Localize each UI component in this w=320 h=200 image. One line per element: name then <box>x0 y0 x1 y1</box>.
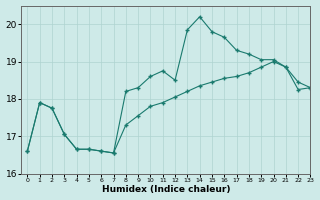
X-axis label: Humidex (Indice chaleur): Humidex (Indice chaleur) <box>101 185 230 194</box>
